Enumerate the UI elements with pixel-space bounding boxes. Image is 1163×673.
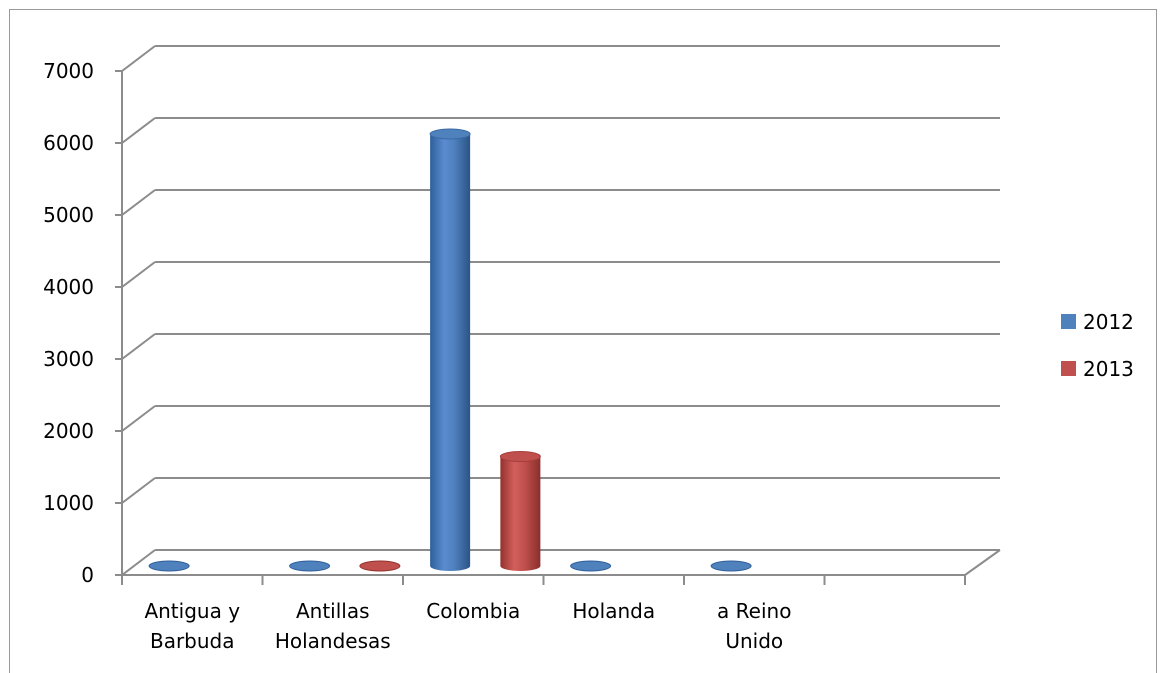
legend-swatch-2012 bbox=[1061, 314, 1076, 329]
bar-flat bbox=[289, 560, 331, 572]
bar-flat bbox=[710, 560, 752, 572]
bar-top bbox=[499, 451, 541, 463]
bar-flat bbox=[359, 560, 401, 572]
y-tick-label: 0 bbox=[81, 563, 94, 587]
y-tick-label: 1000 bbox=[43, 491, 94, 515]
floor-edge bbox=[964, 549, 1001, 576]
grid-line-depth bbox=[121, 405, 156, 432]
x-category-label: Unido bbox=[725, 629, 783, 653]
y-tick-label: 5000 bbox=[43, 203, 94, 227]
bar-body bbox=[430, 134, 471, 571]
bar-2013-1 bbox=[359, 560, 401, 572]
bar-2012-1 bbox=[289, 560, 331, 572]
x-category-label: Antigua y bbox=[144, 599, 240, 623]
grid-line-depth bbox=[121, 189, 156, 216]
grid-line-depth bbox=[121, 261, 156, 288]
x-category-label: Barbuda bbox=[150, 629, 235, 653]
grid-lines bbox=[121, 45, 1001, 576]
legend-label-2013: 2013 bbox=[1083, 357, 1134, 381]
y-tick-labels: 0 1000 2000 3000 4000 5000 6000 7000 bbox=[43, 59, 94, 587]
bar-2012-0 bbox=[148, 560, 190, 572]
x-category-label: Antillas bbox=[296, 599, 370, 623]
y-tick-label: 6000 bbox=[43, 131, 94, 155]
grid-line-depth bbox=[121, 117, 156, 144]
axes bbox=[115, 70, 966, 585]
x-category-label: Holandesas bbox=[275, 629, 391, 653]
chart-frame bbox=[9, 9, 1157, 673]
bar-2013-2 bbox=[499, 451, 541, 571]
x-category-labels: Antigua y Barbuda Antillas Holandesas Colomb… bbox=[144, 599, 791, 653]
grid-line-depth bbox=[121, 477, 156, 504]
grid-line-depth bbox=[121, 549, 156, 576]
bar-2012-4 bbox=[710, 560, 752, 572]
bar-flat bbox=[570, 560, 612, 572]
y-tick-label: 4000 bbox=[43, 275, 94, 299]
bar-top bbox=[429, 128, 471, 140]
bar-body bbox=[500, 456, 541, 571]
y-tick-label: 3000 bbox=[43, 347, 94, 371]
bar-2012-3 bbox=[570, 560, 612, 572]
legend-label-2012: 2012 bbox=[1083, 310, 1134, 334]
y-tick-label: 2000 bbox=[43, 419, 94, 443]
bars bbox=[148, 128, 752, 572]
y-tick-label: 7000 bbox=[43, 59, 94, 83]
bar-2012-2 bbox=[429, 128, 471, 571]
bar-flat bbox=[148, 560, 190, 572]
grid-line-depth bbox=[121, 333, 156, 360]
x-category-label: a Reino bbox=[717, 599, 791, 623]
x-category-label: Holanda bbox=[572, 599, 655, 623]
legend-swatch-2013 bbox=[1061, 361, 1076, 376]
x-category-label: Colombia bbox=[426, 599, 520, 623]
grid-line-depth bbox=[121, 45, 156, 72]
legend: 2012 2013 bbox=[1061, 310, 1134, 381]
